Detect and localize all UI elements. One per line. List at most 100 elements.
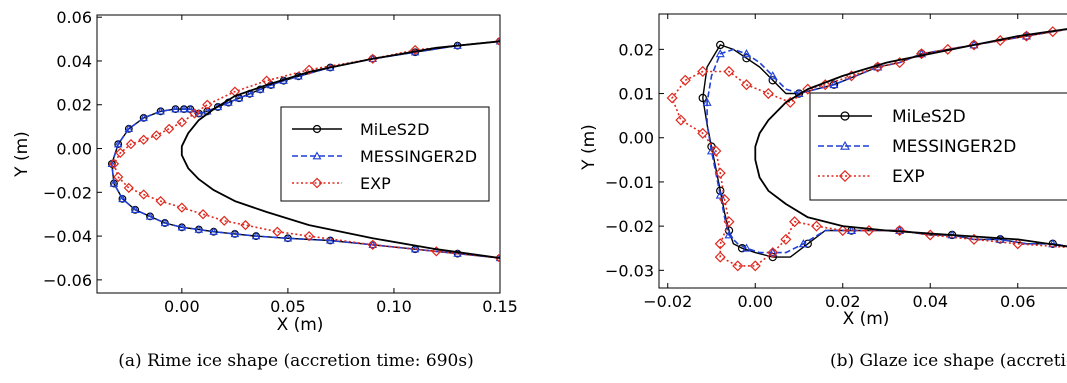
caption-a: (a) Rime ice shape (accretion time: 690s… [118, 351, 473, 371]
data-point-exp [762, 88, 774, 100]
data-point-exp [749, 260, 761, 272]
data-point-exp [367, 53, 378, 64]
legend-marker-messinger2d [840, 140, 850, 150]
legend-a: MiLeS2D MESSINGER2D EXP [280, 106, 490, 202]
legend-label-exp: EXP [360, 174, 391, 193]
data-point-messinger2d [156, 106, 165, 115]
data-point-exp [837, 225, 849, 237]
data-point-exp [303, 230, 315, 242]
data-point-messinger2d [368, 240, 377, 249]
data-point-exp [176, 202, 187, 213]
data-point-exp [303, 64, 315, 75]
data-point-messinger2d [741, 243, 752, 252]
data-point-messinger2d [224, 98, 233, 106]
x-tick-label: 0.00 [164, 297, 200, 316]
data-point-exp [714, 167, 726, 179]
data-point-exp [155, 195, 166, 207]
data-point-messinger2d [130, 205, 140, 214]
x-tick-label: 0.00 [737, 292, 773, 311]
legend-label-messinger2d: MESSINGER2D [360, 147, 477, 166]
data-point-exp [697, 127, 709, 139]
y-axis-label-b: Y (m) [579, 124, 599, 171]
data-point-exp [915, 48, 928, 60]
data-point-messinger2d [245, 89, 254, 97]
data-point-exp [767, 247, 779, 259]
data-point-exp [968, 233, 980, 245]
y-tick-label: −0.02 [43, 183, 92, 202]
data-point-messinger2d [706, 146, 717, 155]
legend-marker-miles2d [840, 111, 850, 121]
axis-ticks-b: −0.02 0.00 0.02 0.04 0.06 0.02 0.01 0.00 −0.01 −0… [605, 14, 1036, 311]
x-tick-label: 0.04 [912, 292, 948, 311]
y-tick-label: 0.06 [56, 8, 92, 27]
y-tick-label: 0.02 [56, 96, 92, 115]
legend-b: MiLeS2D MESSINGER2D EXP [809, 92, 1067, 201]
data-point-exp [780, 233, 792, 245]
y-tick-label: −0.01 [605, 173, 654, 192]
data-point-messinger2d [179, 104, 189, 113]
data-point-exp [163, 123, 175, 134]
data-point-exp [115, 147, 126, 159]
y-tick-label: −0.03 [605, 261, 654, 280]
data-point-messinger2d [124, 124, 134, 133]
data-point-exp [679, 74, 691, 86]
data-point-exp [219, 215, 230, 226]
data-point-exp [494, 252, 500, 264]
y-tick-label: −0.02 [605, 217, 654, 236]
data-point-exp [942, 43, 954, 55]
data-point-messinger2d [453, 249, 462, 257]
data-point-exp [138, 189, 149, 200]
data-point-messinger2d [715, 190, 725, 199]
y-tick-label: 0.04 [56, 52, 92, 71]
x-tick-label: 0.06 [1000, 292, 1036, 311]
data-point-messinger2d [251, 231, 261, 240]
x-tick-label: 0.02 [825, 292, 861, 311]
series-group-b [666, 26, 1067, 272]
data-point-exp [710, 145, 722, 157]
data-point-messinger2d [724, 230, 734, 239]
y-tick-label: −0.04 [43, 227, 92, 246]
data-point-exp [367, 239, 378, 250]
data-point-miles2d [716, 40, 725, 50]
data-point-messinger2d [768, 71, 778, 80]
data-point-exp [176, 117, 187, 128]
series-line-airfoil-profile [754, 28, 1067, 248]
caption-b: (b) Glaze ice shape (accretion time: 360… [830, 351, 1067, 371]
data-point-messinger2d [209, 227, 218, 235]
legend-box-a [280, 106, 490, 202]
data-point-exp [810, 220, 823, 232]
data-point-exp [723, 216, 735, 228]
x-tick-label: 0.10 [376, 297, 412, 316]
data-point-messinger2d [194, 225, 204, 233]
data-point-exp [697, 65, 709, 77]
data-point-messinger2d [768, 247, 778, 257]
data-point-messinger2d [145, 211, 155, 220]
data-point-messinger2d [741, 49, 752, 58]
data-point-exp [714, 251, 726, 263]
data-point-messinger2d [230, 229, 240, 238]
series-line-exp [113, 40, 500, 259]
data-point-exp [666, 92, 678, 104]
y-axis-label-a: Y (m) [12, 131, 32, 178]
y-tick-label: 0.02 [618, 40, 654, 59]
data-point-messinger2d [171, 104, 180, 113]
legend-marker-miles2d [312, 124, 322, 134]
y-tick-label: 0.00 [56, 140, 92, 159]
data-point-exp [123, 182, 134, 194]
data-point-exp [789, 216, 801, 228]
legend-label-miles2d: MiLeS2D [892, 107, 966, 127]
series-group-a [107, 36, 500, 264]
legend-marker-messinger2d [312, 151, 322, 160]
axis-ticks-a: 0.00 0.05 0.10 0.15 0.06 0.04 0.02 0.00 −0.02 −0.… [43, 8, 518, 316]
data-point-messinger2d [798, 239, 808, 248]
data-point-exp [1012, 238, 1024, 250]
data-point-exp [113, 171, 124, 183]
data-point-exp [675, 114, 687, 126]
series-line-messinger2d [111, 40, 500, 259]
x-axis-label-a: X (m) [277, 315, 324, 335]
chart-glaze-ice-shape: −0.02 0.00 0.02 0.04 0.06 0.02 0.01 0.00 −0.01 −0… [579, 13, 1067, 329]
data-point-miles2d [698, 93, 707, 103]
y-tick-label: 0.00 [618, 129, 654, 148]
data-point-exp [723, 65, 735, 77]
data-point-exp [732, 260, 744, 272]
